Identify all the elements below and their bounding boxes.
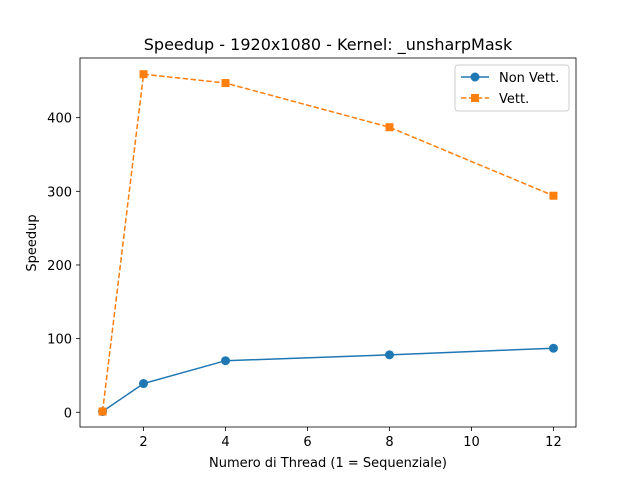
y-tick-label-0: 0 xyxy=(64,406,72,421)
y-tick-label-100: 100 xyxy=(47,333,72,348)
x-tick-label-10: 10 xyxy=(463,435,480,450)
x-tick-label-6: 6 xyxy=(303,435,311,450)
data-point-vett-12 xyxy=(549,191,558,200)
plot-frame xyxy=(79,57,577,428)
data-point-vett-2 xyxy=(139,70,148,79)
legend-label-non-vett: Non Vett. xyxy=(499,71,559,86)
x-tick-label-12: 12 xyxy=(545,435,562,450)
x-axis-label: Numero di Thread (1 = Sequenziale) xyxy=(209,456,447,471)
x-tick-label-4: 4 xyxy=(221,435,229,450)
data-point-vett-8 xyxy=(385,123,394,132)
data-point-vett-1 xyxy=(98,407,107,416)
y-tick-label-200: 200 xyxy=(47,259,72,274)
legend-marker-non-vett xyxy=(470,72,480,82)
legend-marker-vett xyxy=(471,94,479,102)
data-point-non-vett-8 xyxy=(384,350,394,360)
data-point-non-vett-2 xyxy=(139,379,149,389)
y-tick-label-300: 300 xyxy=(47,185,72,200)
data-point-vett-4 xyxy=(221,79,230,88)
y-axis-label: Speedup xyxy=(25,214,40,271)
x-tick-label-8: 8 xyxy=(385,435,393,450)
x-tick-label-2: 2 xyxy=(139,435,147,450)
legend-label-vett: Vett. xyxy=(499,92,529,107)
data-point-non-vett-12 xyxy=(548,343,558,353)
chart-title: Speedup - 1920x1080 - Kernel: _unsharpMa… xyxy=(144,35,513,55)
data-point-non-vett-4 xyxy=(221,356,231,366)
y-tick-label-400: 400 xyxy=(47,112,72,127)
